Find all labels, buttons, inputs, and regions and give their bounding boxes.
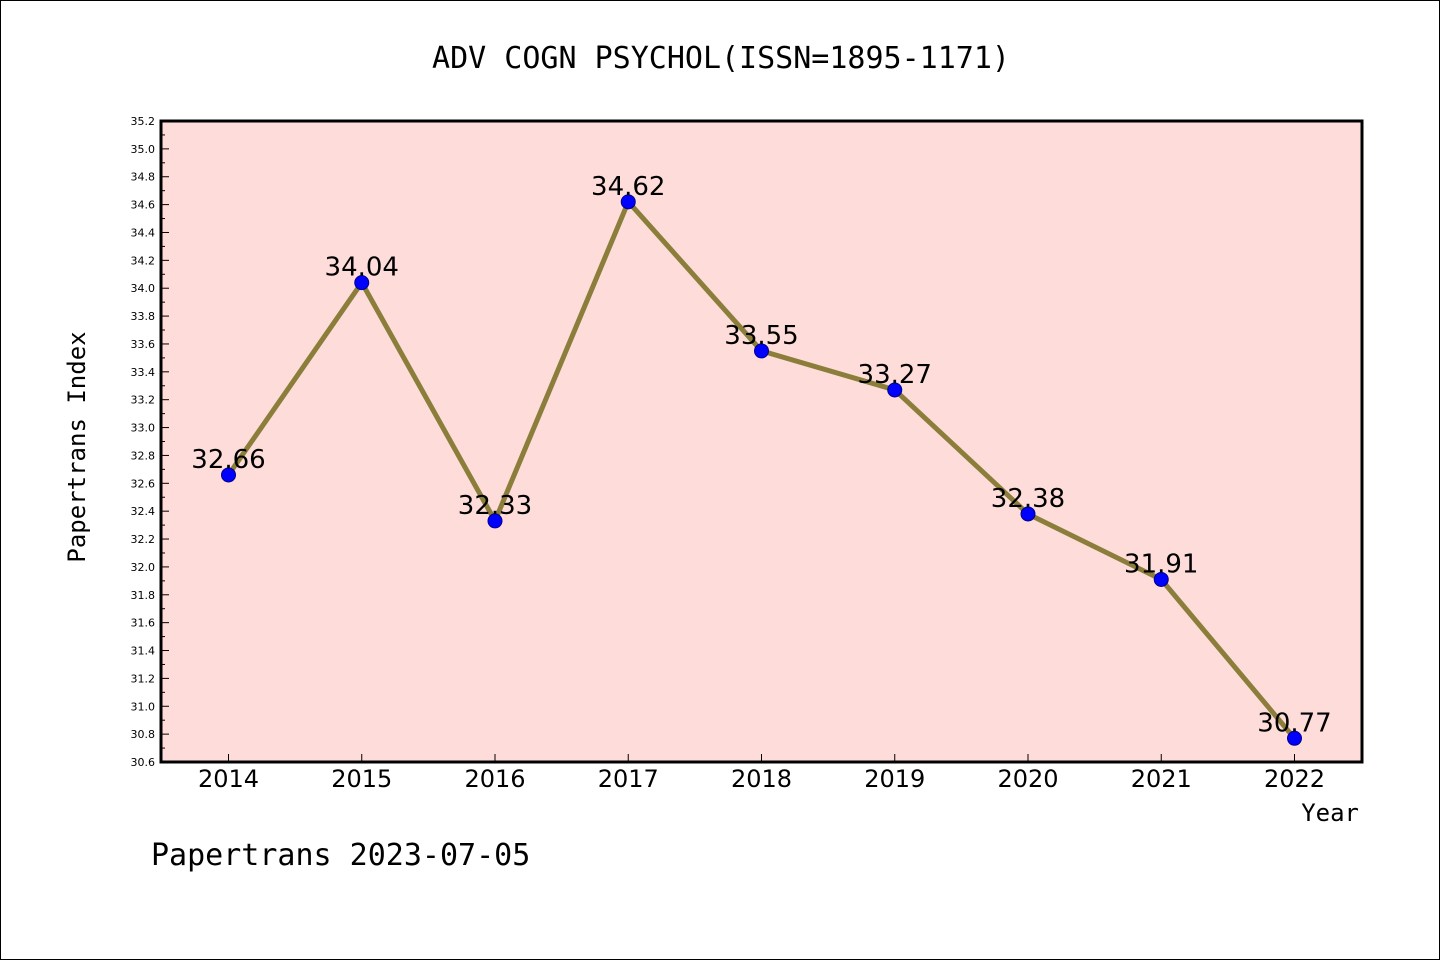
- data-point: [754, 343, 769, 359]
- y-tick-label: 35.0: [131, 143, 156, 156]
- data-point: [354, 275, 370, 291]
- data-point: [487, 513, 503, 529]
- data-labels: 32.66 34.04 32.33 34.62 33.55 33.27 32.38 31.91…: [191, 172, 1331, 738]
- data-label: 34.04: [325, 253, 399, 283]
- y-tick-label: 34.8: [131, 171, 156, 184]
- data-point: [887, 382, 903, 398]
- y-tick-label: 32.4: [131, 505, 156, 518]
- y-tick-label: 35.2: [131, 115, 156, 128]
- data-label: 32.38: [991, 484, 1065, 514]
- y-tick-label: 33.8: [131, 310, 156, 323]
- data-label: 31.91: [1124, 549, 1198, 579]
- y-tick-label: 31.0: [131, 700, 156, 713]
- y-tick-label: 33.0: [131, 422, 156, 435]
- data-point: [1287, 730, 1302, 746]
- data-point: [620, 194, 636, 210]
- x-tick-label: 2014: [198, 765, 259, 793]
- data-point: [221, 467, 236, 483]
- y-tick-label: 34.0: [131, 282, 156, 295]
- y-tick-label: 30.6: [131, 756, 156, 769]
- plot-area: [161, 121, 1362, 762]
- y-tick-label: 33.4: [131, 366, 156, 379]
- y-tick-label: 32.6: [131, 477, 156, 490]
- data-point: [1153, 571, 1169, 587]
- x-tick-label: 2020: [997, 765, 1058, 793]
- data-label: 33.27: [858, 360, 932, 390]
- y-tick-label: 32.2: [131, 533, 156, 546]
- data-label: 33.55: [724, 321, 798, 351]
- y-tick-label: 33.2: [131, 394, 156, 407]
- data-label: 34.62: [591, 172, 665, 202]
- y-axis: 30.6 30.8 31.0 31.2 31.4 31.6 31.8 32.0 32.2 32.4…: [131, 115, 169, 769]
- y-tick-label: 32.0: [131, 561, 156, 574]
- plot-border: [159, 119, 1364, 764]
- x-tick-label: 2019: [864, 765, 925, 793]
- x-tick-label: 2021: [1131, 765, 1192, 793]
- x-axis: 2014 2015 2016 2017 2018 2019 2020 2021 2022: [198, 754, 1325, 793]
- x-tick-label: 2017: [598, 765, 659, 793]
- y-tick-label: 31.8: [131, 589, 156, 602]
- x-tick-label: 2016: [464, 765, 525, 793]
- x-tick-label: 2022: [1264, 765, 1325, 793]
- y-tick-label: 34.6: [131, 199, 156, 212]
- x-tick-label: 2018: [731, 765, 792, 793]
- x-tick-label: 2015: [331, 765, 392, 793]
- y-tick-label: 34.2: [131, 254, 156, 267]
- y-tick-label: 32.8: [131, 449, 156, 462]
- y-tick-label: 30.8: [131, 728, 156, 741]
- y-tick-label: 31.2: [131, 672, 156, 685]
- y-tick-label: 31.4: [131, 645, 156, 658]
- data-label: 30.77: [1257, 708, 1331, 738]
- data-label: 32.66: [191, 445, 265, 475]
- y-tick-label: 31.6: [131, 617, 156, 630]
- x-axis-label: Year: [1301, 799, 1359, 827]
- chart-title: ADV COGN PSYCHOL(ISSN=1895-1171): [432, 41, 1010, 76]
- footer-text: Papertrans 2023-07-05: [151, 838, 530, 873]
- data-points: [221, 194, 1302, 746]
- y-tick-label: 34.4: [131, 226, 156, 239]
- data-point: [1020, 506, 1036, 522]
- y-axis-label: Papertrans Index: [63, 331, 91, 562]
- data-label: 32.33: [458, 491, 532, 521]
- y-tick-label: 33.6: [131, 338, 156, 351]
